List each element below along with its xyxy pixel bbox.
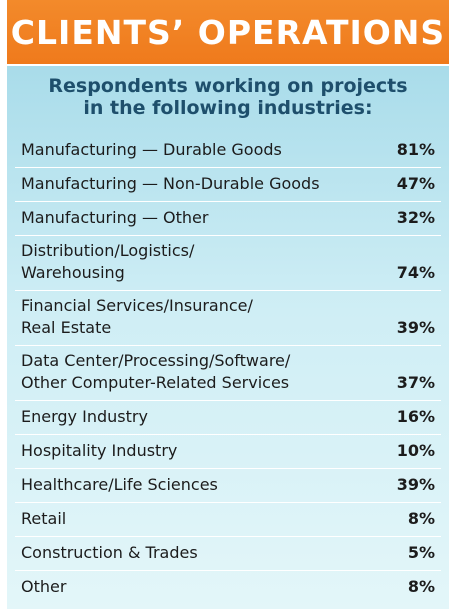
row-label: Other (21, 577, 67, 596)
title-banner: CLIENTS’ OPERATIONS (7, 0, 449, 64)
row-value: 16% (396, 407, 435, 426)
subtitle-line-1: Respondents working on projects (48, 75, 408, 97)
row-label: Manufacturing — Durable Goods (21, 140, 282, 159)
table-row: Construction & Trades 5% (15, 537, 441, 571)
table-row: Hospitality Industry 10% (15, 435, 441, 469)
table-row: Manufacturing — Other 32% (15, 202, 441, 236)
row-value: 39% (396, 475, 435, 494)
row-value: 37% (396, 373, 435, 392)
row-label: Construction & Trades (21, 543, 198, 562)
industries-table: Manufacturing — Durable Goods 81% Manufa… (15, 134, 441, 604)
row-label: Data Center/Processing/Software/ Other C… (21, 351, 291, 392)
row-label: Energy Industry (21, 407, 148, 426)
chart-title: CLIENTS’ OPERATIONS (10, 12, 446, 52)
row-label: Manufacturing — Non-Durable Goods (21, 174, 320, 193)
row-value: 47% (396, 174, 435, 193)
row-label: Retail (21, 509, 67, 528)
table-row: Distribution/Logistics/ Warehousing 74% (15, 236, 441, 291)
table-row: Financial Services/Insurance/ Real Estat… (15, 291, 441, 346)
content-panel: Respondents working on projects in the f… (7, 66, 449, 609)
row-label: Manufacturing — Other (21, 208, 209, 227)
chart-subtitle: Respondents working on projects in the f… (7, 75, 449, 119)
row-label: Healthcare/Life Sciences (21, 475, 218, 494)
row-label: Distribution/Logistics/ Warehousing (21, 241, 195, 282)
row-value: 32% (396, 208, 435, 227)
row-label: Hospitality Industry (21, 441, 178, 460)
row-value: 8% (407, 509, 435, 528)
row-value: 10% (396, 441, 435, 460)
table-row: Manufacturing — Non-Durable Goods 47% (15, 168, 441, 202)
table-row: Manufacturing — Durable Goods 81% (15, 134, 441, 168)
subtitle-line-2: in the following industries: (83, 97, 373, 119)
row-value: 8% (407, 577, 435, 596)
table-row: Other 8% (15, 571, 441, 604)
table-row: Retail 8% (15, 503, 441, 537)
row-value: 81% (396, 140, 435, 159)
table-row: Healthcare/Life Sciences 39% (15, 469, 441, 503)
table-row: Energy Industry 16% (15, 401, 441, 435)
row-value: 5% (407, 543, 435, 562)
row-value: 74% (396, 263, 435, 282)
row-value: 39% (396, 318, 435, 337)
row-label: Financial Services/Insurance/ Real Estat… (21, 296, 253, 337)
table-row: Data Center/Processing/Software/ Other C… (15, 346, 441, 401)
